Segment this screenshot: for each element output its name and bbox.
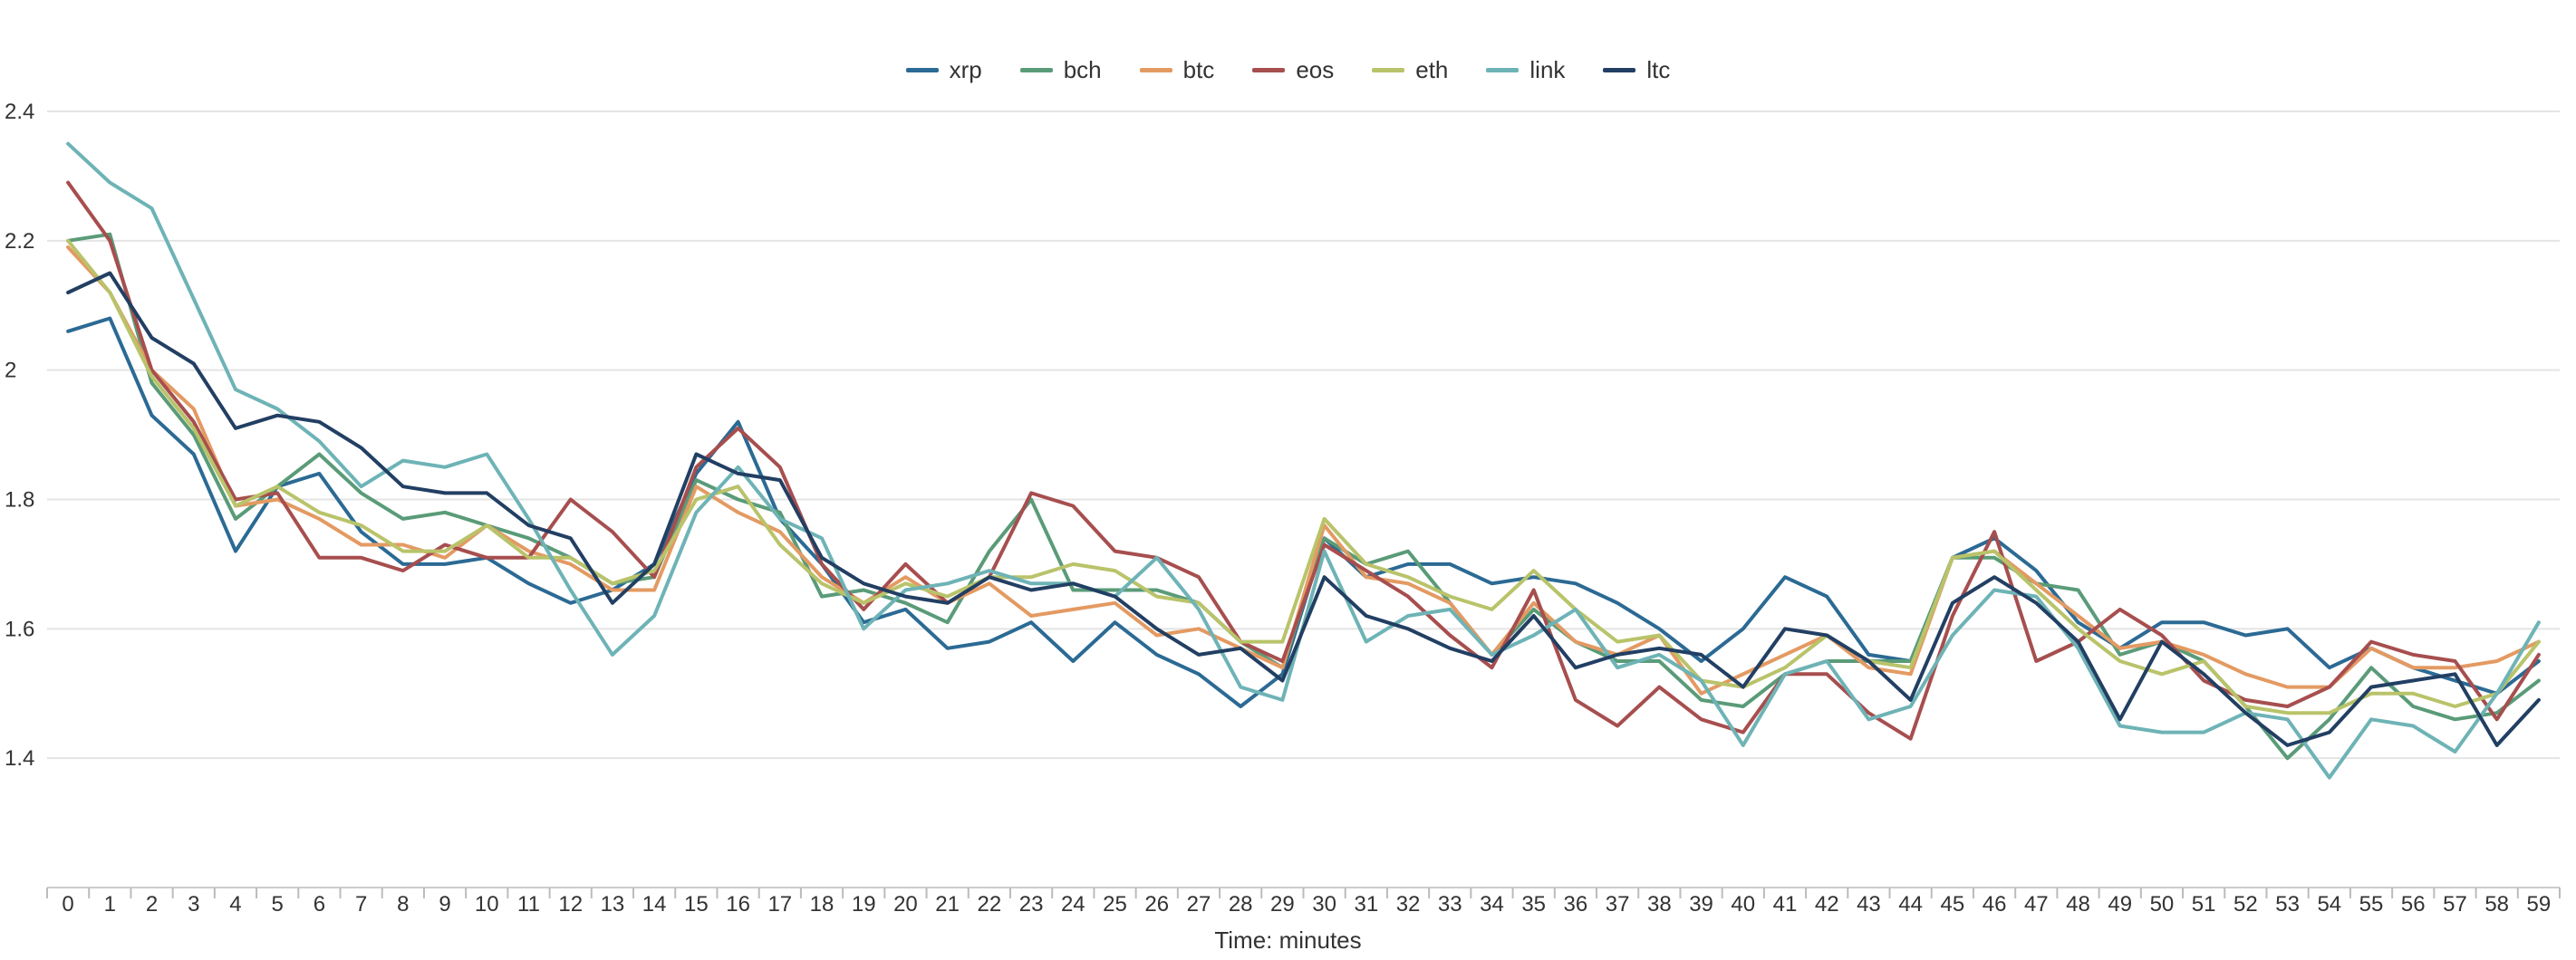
x-tick-label: 22 [978, 892, 1002, 917]
x-tick-label: 51 [2192, 892, 2216, 917]
legend-swatch [1372, 68, 1405, 72]
x-tick-label: 9 [439, 892, 450, 917]
x-tick-label: 44 [1898, 892, 1923, 917]
y-tick-label: 2 [5, 359, 16, 383]
legend-item-link[interactable]: link [1486, 56, 1565, 84]
x-tick-label: 31 [1354, 892, 1378, 917]
x-tick-label: 26 [1144, 892, 1169, 917]
legend-swatch [1252, 68, 1286, 72]
legend-label: link [1529, 56, 1566, 83]
series-lines [66, 141, 2541, 780]
x-tick-label: 12 [558, 892, 583, 917]
y-tick-label: 1.8 [5, 488, 34, 513]
x-tick-label: 47 [2024, 892, 2049, 917]
x-tick-label: 42 [1815, 892, 1839, 917]
x-tick-label: 19 [852, 892, 876, 917]
y-tick-label: 2.2 [5, 229, 34, 254]
legend-swatch [1486, 68, 1520, 72]
x-tick-label: 7 [355, 892, 367, 917]
x-tick-label: 2 [146, 892, 158, 917]
x-tick-label: 1 [104, 892, 116, 917]
legend-label: ltc [1646, 56, 1671, 83]
x-tick-label: 53 [2275, 892, 2300, 917]
legend-label: btc [1182, 56, 1215, 83]
x-tick-label: 33 [1438, 892, 1462, 917]
y-tick-label: 2.4 [5, 100, 34, 124]
x-tick-label: 43 [1857, 892, 1881, 917]
x-tick-label: 58 [2484, 892, 2509, 917]
legend-swatch [1019, 68, 1053, 72]
x-tick-label: 56 [2401, 892, 2426, 917]
x-tick-label: 21 [935, 892, 960, 917]
x-tick-label: 54 [2317, 892, 2341, 917]
x-tick-label: 15 [684, 892, 709, 917]
x-tick-label: 14 [642, 892, 667, 917]
x-tick-label: 35 [1521, 892, 1546, 917]
x-tick-label: 20 [893, 892, 918, 917]
y-axis-tick-labels: 1.4 1.6 1.8 2 2.2 2.4 [5, 100, 34, 771]
y-tick-label: 1.6 [5, 617, 34, 641]
x-tick-label: 5 [272, 892, 284, 917]
legend-swatch [905, 68, 939, 72]
x-tick-label: 27 [1187, 892, 1211, 917]
x-tick-label: 29 [1270, 892, 1295, 917]
legend-swatch [1603, 68, 1636, 72]
x-tick-label: 18 [810, 892, 835, 917]
x-tick-label: 36 [1564, 892, 1588, 917]
x-tick-label: 3 [188, 892, 199, 917]
x-tick-label: 30 [1312, 892, 1336, 917]
legend-item-ltc[interactable]: ltc [1603, 56, 1670, 84]
x-tick-label: 50 [2150, 892, 2175, 917]
x-tick-label: 55 [2359, 892, 2384, 917]
x-tick-label: 24 [1061, 892, 1085, 917]
legend-item-bch[interactable]: bch [1019, 56, 1102, 84]
x-tick-label: 17 [767, 892, 792, 917]
x-axis: 0 1 2 3 4 5 6 7 8 9 10 11 12 13 14 15 16 17 18 19 20 21 22 23 24… [46, 887, 2561, 917]
x-axis-title: Time: minutes [1214, 926, 1362, 954]
chart-legend: xrp bch btc eos eth link ltc [0, 56, 2576, 84]
series-line-ltc[interactable] [66, 271, 2541, 747]
x-tick-label: 52 [2233, 892, 2258, 917]
x-tick-label: 8 [397, 892, 409, 917]
grid-lines [47, 110, 2560, 760]
legend-item-eos[interactable]: eos [1252, 56, 1334, 84]
x-tick-label: 39 [1689, 892, 1713, 917]
legend-item-xrp[interactable]: xrp [905, 56, 982, 84]
x-tick-label: 45 [1941, 892, 1965, 917]
legend-label: xrp [949, 56, 982, 83]
x-tick-label: 0 [62, 892, 73, 917]
x-tick-label: 38 [1647, 892, 1672, 917]
x-tick-label: 32 [1396, 892, 1421, 917]
legend-item-eth[interactable]: eth [1372, 56, 1448, 84]
x-tick-label: 40 [1731, 892, 1755, 917]
x-tick-label: 34 [1480, 892, 1504, 917]
legend-label: eth [1415, 56, 1449, 83]
legend-swatch [1139, 68, 1172, 72]
x-tick-label: 57 [2443, 892, 2467, 917]
x-tick-label: 49 [2108, 892, 2132, 917]
legend-item-btc[interactable]: btc [1139, 56, 1215, 84]
x-tick-label: 59 [2527, 892, 2552, 917]
y-tick-label: 1.4 [5, 746, 34, 771]
series-line-link[interactable] [66, 141, 2541, 780]
x-tick-label: 48 [2066, 892, 2090, 917]
series-line-eos[interactable] [66, 180, 2541, 741]
series-line-eth[interactable] [66, 238, 2541, 715]
x-tick-label: 46 [1983, 892, 2007, 917]
x-tick-label: 11 [517, 892, 540, 917]
legend-label: eos [1296, 56, 1335, 83]
series-line-bch[interactable] [66, 232, 2541, 761]
x-tick-label: 6 [314, 892, 325, 917]
x-tick-label: 10 [475, 892, 499, 917]
x-tick-label: 25 [1103, 892, 1127, 917]
x-tick-label: 23 [1019, 892, 1044, 917]
x-tick-label: 4 [229, 892, 241, 917]
x-tick-label: 28 [1229, 892, 1253, 917]
x-tick-label: 41 [1773, 892, 1798, 917]
x-tick-label: 13 [601, 892, 625, 917]
legend-label: bch [1063, 56, 1102, 83]
x-tick-label: 37 [1606, 892, 1630, 917]
x-tick-label: 16 [726, 892, 750, 917]
